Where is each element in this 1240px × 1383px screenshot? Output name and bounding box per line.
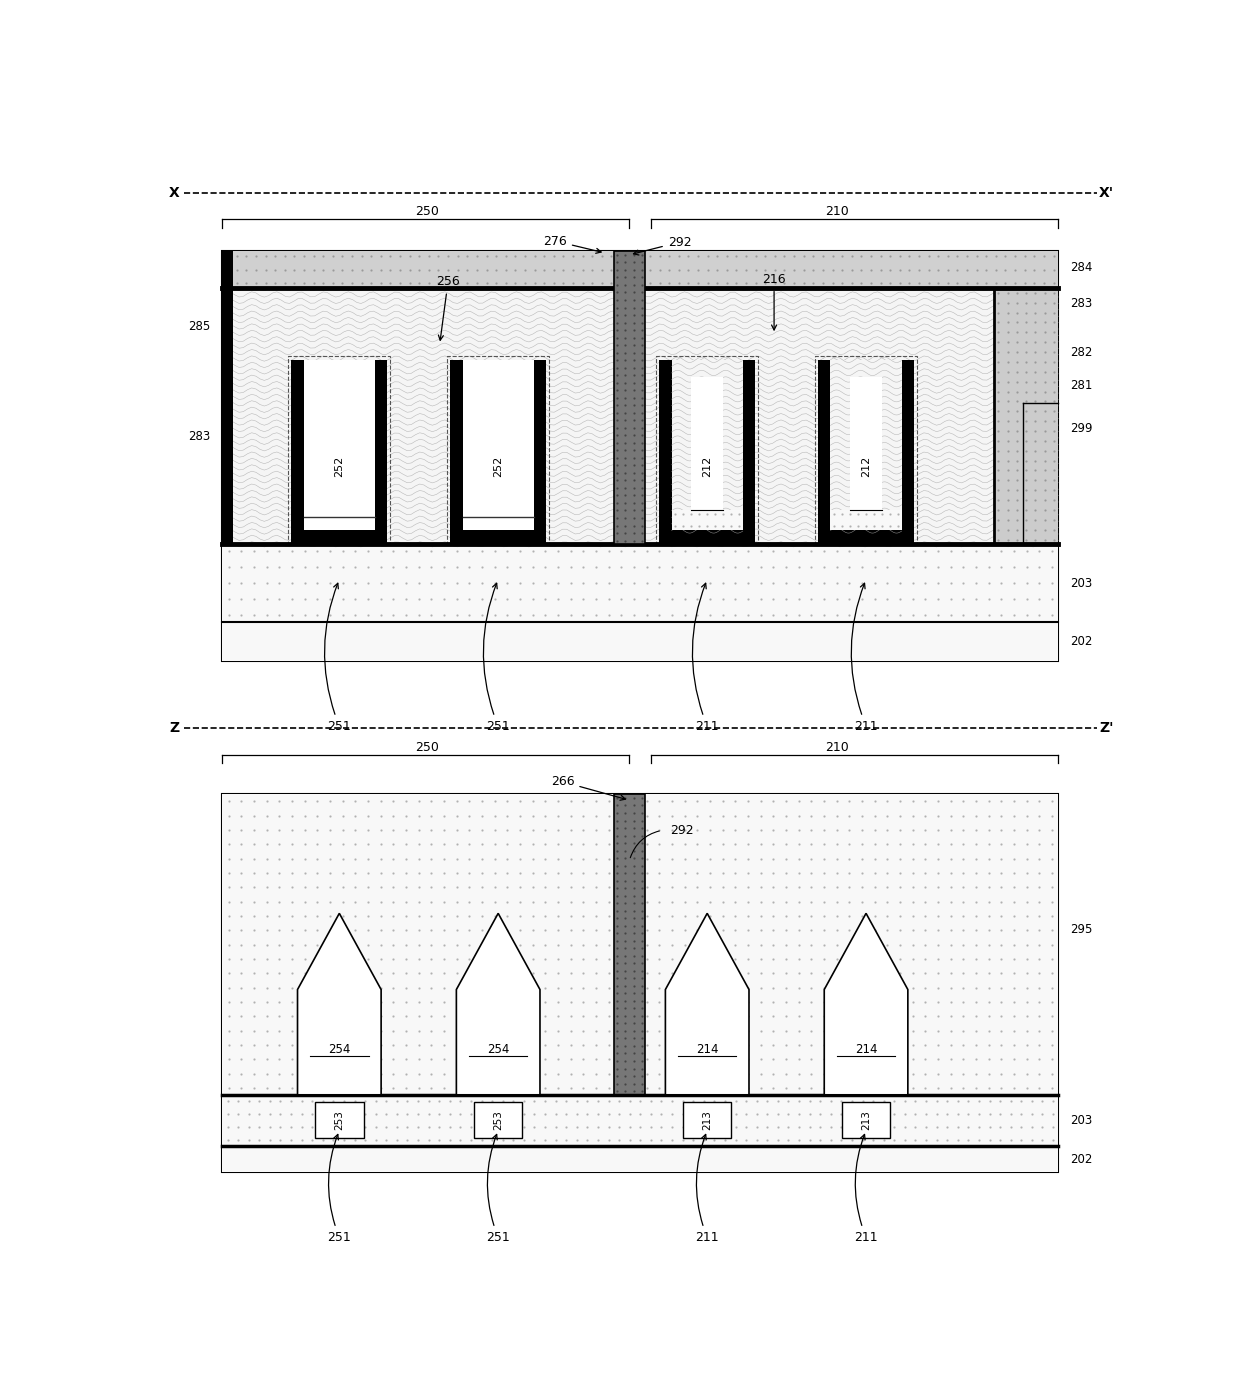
Bar (222, 794, 1058, 1095)
Bar (222, 1095, 1058, 1147)
Text: 253: 253 (335, 1111, 345, 1130)
Text: 213: 213 (702, 1111, 712, 1130)
Bar (672, 360, 743, 531)
Text: 251: 251 (486, 1134, 510, 1243)
Bar (222, 252, 1058, 288)
Text: 252: 252 (335, 456, 345, 477)
Text: 285: 285 (188, 319, 211, 333)
Bar (448, 355, 549, 545)
Bar (614, 252, 645, 545)
Bar (222, 1147, 1058, 1173)
Text: 256: 256 (436, 275, 460, 340)
Bar (614, 252, 645, 545)
Text: 250: 250 (415, 205, 439, 219)
Text: 251: 251 (325, 584, 351, 733)
FancyArrowPatch shape (630, 831, 660, 857)
Bar (450, 360, 547, 545)
Text: 282: 282 (1070, 346, 1092, 358)
Bar (994, 288, 1058, 545)
Text: 292: 292 (671, 824, 694, 837)
Bar (222, 252, 1058, 661)
Text: 251: 251 (327, 1134, 351, 1243)
Text: 210: 210 (825, 741, 848, 754)
Text: Z: Z (169, 721, 180, 736)
Bar (614, 794, 645, 1095)
Bar (291, 360, 387, 545)
Text: 202: 202 (1070, 635, 1092, 649)
Text: 216: 216 (763, 272, 786, 331)
Text: 283: 283 (188, 430, 211, 443)
Bar (222, 794, 1058, 1173)
Polygon shape (456, 913, 539, 1095)
Bar (614, 794, 645, 1095)
Text: 252: 252 (494, 456, 503, 477)
Bar (815, 355, 918, 545)
Text: 299: 299 (1070, 422, 1092, 436)
Bar (818, 360, 914, 545)
Polygon shape (298, 913, 381, 1095)
Text: 214: 214 (696, 1043, 718, 1057)
Bar (842, 1102, 890, 1138)
Bar (660, 360, 755, 545)
Bar (304, 360, 374, 531)
Bar (463, 360, 533, 531)
Text: Z': Z' (1099, 721, 1114, 736)
Text: 276: 276 (543, 235, 601, 253)
Text: 203: 203 (1070, 577, 1092, 589)
Text: 292: 292 (634, 235, 692, 254)
Text: 254: 254 (487, 1043, 510, 1057)
Bar (222, 288, 1058, 545)
Text: X': X' (1099, 185, 1114, 199)
Text: 254: 254 (329, 1043, 351, 1057)
Polygon shape (825, 913, 908, 1095)
Text: 211: 211 (851, 584, 878, 733)
Text: 202: 202 (1070, 1152, 1092, 1166)
Text: 203: 203 (1070, 1113, 1092, 1127)
Text: 266: 266 (551, 776, 625, 801)
Text: 295: 295 (1070, 922, 1092, 936)
Text: 283: 283 (1070, 297, 1092, 310)
Text: 284: 284 (1070, 261, 1092, 274)
Text: 212: 212 (702, 456, 712, 477)
Bar (289, 355, 391, 545)
Text: 210: 210 (825, 205, 848, 219)
Bar (672, 510, 743, 531)
Bar (222, 545, 1058, 622)
Bar (691, 376, 723, 510)
Text: 212: 212 (861, 456, 870, 477)
Bar (222, 622, 1058, 661)
Bar (831, 510, 901, 531)
Text: 213: 213 (861, 1111, 870, 1130)
Text: X: X (169, 185, 180, 199)
Text: 211: 211 (692, 584, 719, 733)
Text: 250: 250 (415, 741, 439, 754)
Text: 251: 251 (484, 584, 510, 733)
Text: 253: 253 (494, 1111, 503, 1130)
Text: 281: 281 (1070, 379, 1092, 391)
Bar (683, 1102, 732, 1138)
Text: 214: 214 (854, 1043, 877, 1057)
Bar (831, 360, 901, 531)
Bar (315, 1102, 363, 1138)
Bar (222, 252, 233, 545)
Bar (656, 355, 758, 545)
Text: 211: 211 (854, 1134, 878, 1243)
Text: 211: 211 (696, 1134, 719, 1243)
Bar (474, 1102, 522, 1138)
Polygon shape (666, 913, 749, 1095)
Bar (851, 376, 882, 510)
